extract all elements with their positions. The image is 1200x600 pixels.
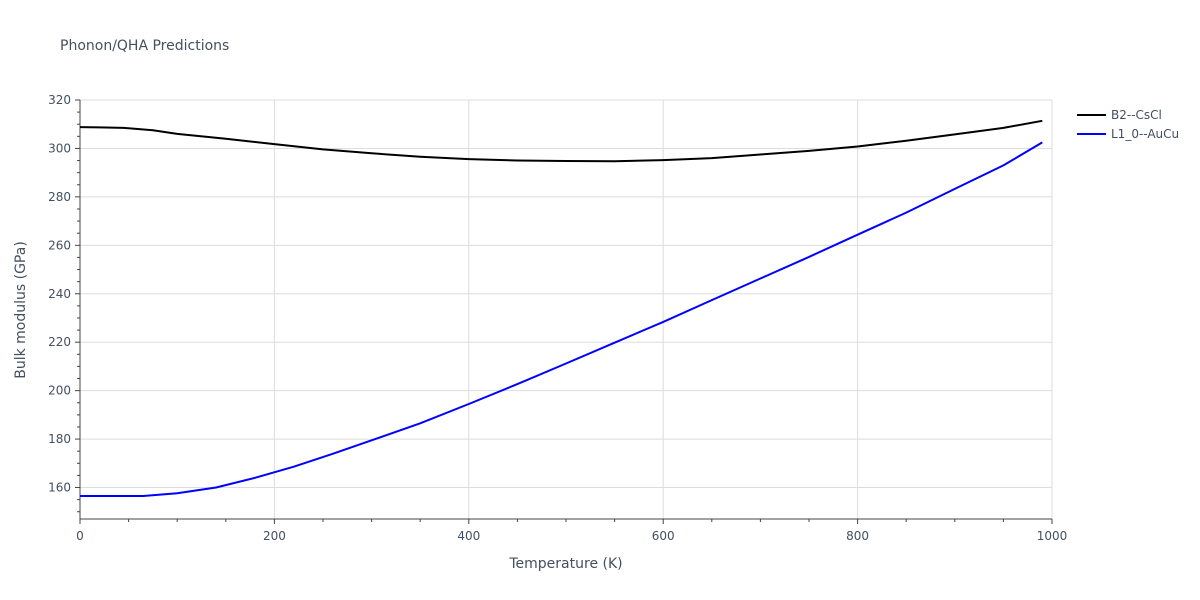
y-axis-title: Bulk modulus (GPa) bbox=[13, 241, 29, 379]
y-tick-label: 200 bbox=[48, 384, 71, 398]
legend-label: B2--CsCl bbox=[1111, 108, 1162, 122]
y-tick-label: 320 bbox=[48, 93, 71, 107]
series-line-1 bbox=[80, 141, 1043, 497]
x-tick-label: 800 bbox=[846, 529, 869, 543]
y-tick-label: 300 bbox=[48, 141, 71, 155]
x-tick-label: 400 bbox=[457, 529, 480, 543]
series-lines bbox=[79, 119, 1043, 497]
x-tick-label: 1000 bbox=[1037, 529, 1068, 543]
x-axis-title: Temperature (K) bbox=[508, 556, 622, 572]
x-tick-label: 0 bbox=[76, 529, 84, 543]
y-tick-label: 240 bbox=[48, 287, 71, 301]
y-tick-label: 180 bbox=[48, 432, 71, 446]
legend[interactable]: B2--CsCl L1_0--AuCu bbox=[1077, 108, 1179, 141]
legend-item[interactable]: B2--CsCl bbox=[1077, 108, 1162, 122]
chart-title: Phonon/QHA Predictions bbox=[60, 38, 229, 54]
y-tick-label: 260 bbox=[48, 238, 71, 252]
y-tick-label: 220 bbox=[48, 335, 71, 349]
y-tick-label: 160 bbox=[48, 481, 71, 495]
legend-label: L1_0--AuCu bbox=[1111, 127, 1179, 141]
y-tick-label: 280 bbox=[48, 190, 71, 204]
axes: 0 200 400 600 800 1000 160 180 200 220 240 260 280 30… bbox=[48, 93, 1067, 543]
legend-item[interactable]: L1_0--AuCu bbox=[1077, 127, 1179, 141]
grid bbox=[80, 99, 1053, 519]
x-tick-label: 200 bbox=[263, 529, 286, 543]
series-line-0 bbox=[79, 119, 1043, 163]
x-tick-label: 600 bbox=[652, 529, 675, 543]
